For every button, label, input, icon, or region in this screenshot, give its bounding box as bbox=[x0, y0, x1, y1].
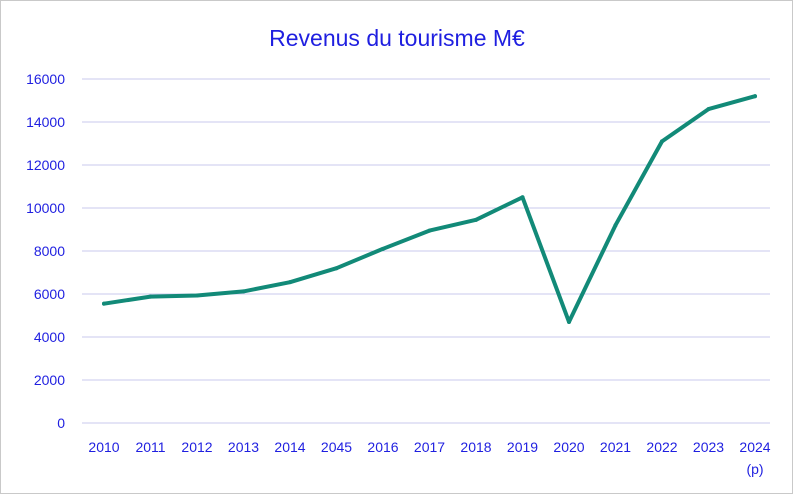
data-point-2012 bbox=[195, 293, 199, 298]
data-point-2016 bbox=[381, 246, 385, 251]
y-axis-ticks: 0 2000 4000 6000 8000 10000 12000 14000 16000 bbox=[26, 71, 65, 431]
x-tick-label: 2017 bbox=[414, 439, 445, 455]
y-tick-label: 14000 bbox=[26, 114, 65, 130]
gridlines bbox=[82, 78, 770, 424]
x-tick-label: 2045 bbox=[321, 439, 352, 455]
x-tick-label: 2011 bbox=[135, 439, 165, 455]
x-axis-ticks: 2010 2011 2012 2013 2014 2045 2016 2017 2018 2019… bbox=[88, 439, 770, 477]
data-point-2021 bbox=[613, 223, 618, 228]
y-tick-label: 6000 bbox=[34, 286, 65, 302]
data-point-2011 bbox=[148, 294, 153, 299]
x-tick-label: 2019 bbox=[507, 439, 538, 455]
x-tick-label: 2010 bbox=[88, 439, 119, 455]
y-tick-label: 2000 bbox=[34, 372, 65, 388]
x-tick-sublabel: (p) bbox=[746, 461, 763, 477]
y-tick-label: 12000 bbox=[26, 157, 65, 173]
data-point-2045 bbox=[334, 266, 339, 271]
series-line bbox=[102, 94, 757, 324]
x-tick-label: 2022 bbox=[646, 439, 677, 455]
data-point-2014 bbox=[288, 280, 292, 285]
data-point-2017 bbox=[427, 228, 432, 233]
x-tick-label: 2020 bbox=[553, 439, 584, 455]
data-point-2022 bbox=[660, 139, 664, 144]
data-point-2010 bbox=[102, 301, 106, 306]
x-tick-label: 2018 bbox=[460, 439, 491, 455]
data-point-2023 bbox=[706, 107, 711, 112]
x-tick-label: 2014 bbox=[274, 439, 305, 455]
data-point-2024 bbox=[753, 94, 757, 99]
x-tick-label: 2012 bbox=[181, 439, 212, 455]
chart-title: Revenus du tourisme M€ bbox=[269, 25, 525, 51]
y-tick-label: 4000 bbox=[34, 329, 65, 345]
x-tick-label: 2024 bbox=[739, 439, 770, 455]
x-tick-label: 2021 bbox=[600, 439, 631, 455]
data-point-2019 bbox=[520, 195, 525, 200]
x-tick-label: 2016 bbox=[367, 439, 398, 455]
y-tick-label: 0 bbox=[57, 415, 65, 431]
data-point-2013 bbox=[241, 289, 246, 294]
y-tick-label: 8000 bbox=[34, 243, 65, 259]
data-point-2020 bbox=[567, 319, 571, 324]
data-point-2018 bbox=[474, 217, 478, 222]
x-tick-label: 2023 bbox=[693, 439, 724, 455]
y-tick-label: 16000 bbox=[26, 71, 65, 87]
series-layer bbox=[102, 94, 757, 324]
x-tick-label: 2013 bbox=[228, 439, 259, 455]
y-tick-label: 10000 bbox=[26, 200, 65, 216]
